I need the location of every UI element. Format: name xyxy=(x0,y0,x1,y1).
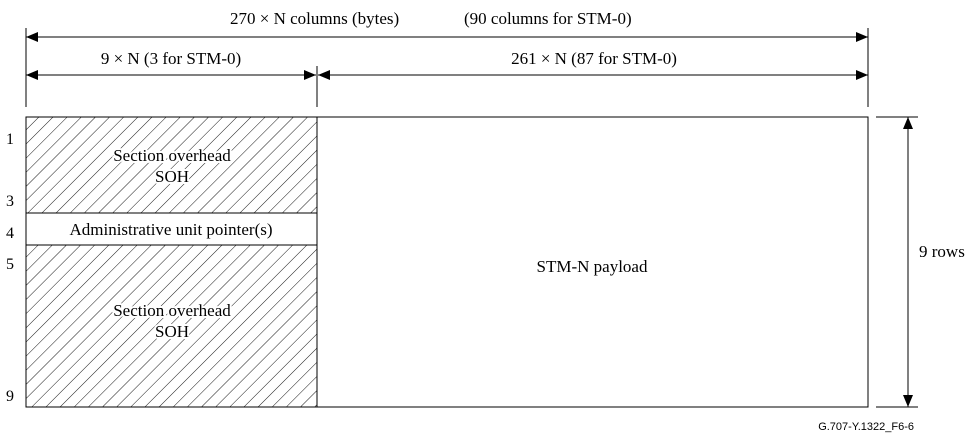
row-number-9: 9 xyxy=(6,388,14,405)
soh-top-label-line1: Section overhead xyxy=(113,146,231,165)
soh-bottom-label-line1: Section overhead xyxy=(113,301,231,320)
payload-label: STM-N payload xyxy=(537,257,648,276)
row-number-5: 5 xyxy=(6,256,14,273)
payload-columns-label: 261 × N (87 for STM-0) xyxy=(511,49,677,68)
total-columns-arrow-left xyxy=(26,32,38,42)
rows-arrow-bottom xyxy=(903,395,913,407)
total-columns-stm0-label: (90 columns for STM-0) xyxy=(464,9,632,28)
overhead-columns-arrow-left xyxy=(26,70,38,80)
rows-label: 9 rows xyxy=(919,242,965,261)
au-pointer-label: Administrative unit pointer(s) xyxy=(69,220,272,239)
payload-block xyxy=(316,116,869,408)
row-number-1: 1 xyxy=(6,131,14,148)
soh-bottom-label-line2: SOH xyxy=(155,322,189,341)
soh-top-label-line2: SOH xyxy=(155,167,189,186)
overhead-columns-arrow-right xyxy=(304,70,316,80)
row-number-3: 3 xyxy=(6,193,14,210)
total-columns-label: 270 × N columns (bytes) xyxy=(230,9,399,28)
figure-id: G.707-Y.1322_F6-6 xyxy=(818,421,914,433)
rows-arrow-top xyxy=(903,117,913,129)
row-number-4: 4 xyxy=(6,225,14,242)
overhead-columns-label: 9 × N (3 for STM-0) xyxy=(101,49,241,68)
soh-top-block xyxy=(25,116,318,214)
payload-columns-arrow-left xyxy=(318,70,330,80)
payload-columns-arrow-right xyxy=(856,70,868,80)
total-columns-arrow-right xyxy=(856,32,868,42)
soh-bottom-block xyxy=(25,244,318,408)
